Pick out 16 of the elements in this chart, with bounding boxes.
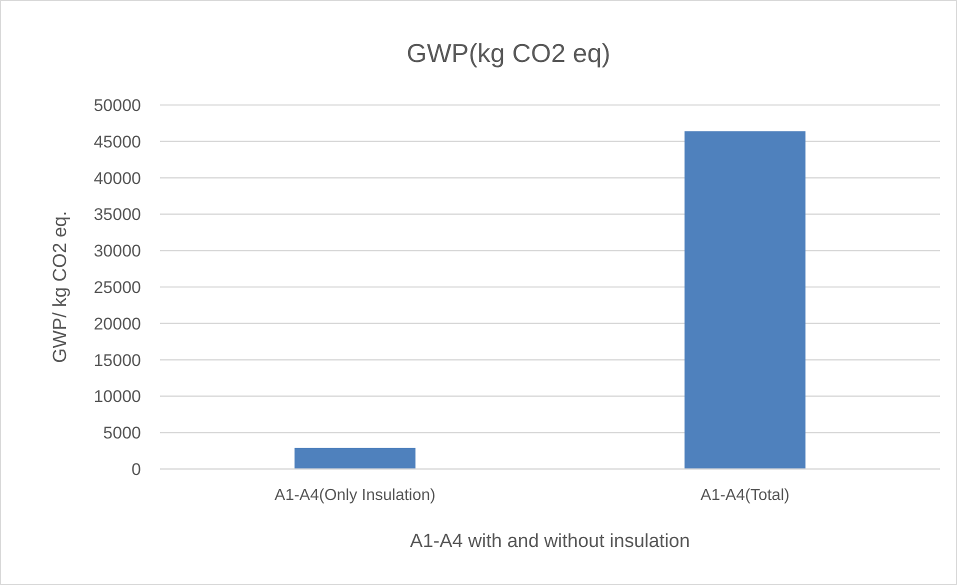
y-axis-title: GWP/ kg CO2 eq. — [50, 210, 71, 364]
y-tick-label: 0 — [132, 460, 141, 479]
x-tick-label: A1-A4(Only Insulation) — [274, 487, 436, 504]
y-tick-label: 10000 — [94, 387, 141, 406]
y-tick-label: 35000 — [94, 205, 141, 224]
y-tick-label: 20000 — [94, 314, 141, 334]
chart-title: GWP(kg CO2 eq) — [406, 38, 610, 68]
y-tick-label: 30000 — [94, 242, 141, 261]
x-axis-title: A1-A4 with and without insulation — [410, 531, 690, 552]
y-tick-label: 40000 — [94, 168, 141, 188]
y-tick-label: 5000 — [103, 424, 141, 443]
x-tick-label: A1-A4(Total) — [700, 487, 790, 504]
y-tick-label: 15000 — [94, 350, 141, 370]
y-tick-label: 45000 — [94, 132, 141, 152]
y-tick-label: 50000 — [94, 96, 141, 115]
y-tick-label: 25000 — [94, 278, 141, 297]
